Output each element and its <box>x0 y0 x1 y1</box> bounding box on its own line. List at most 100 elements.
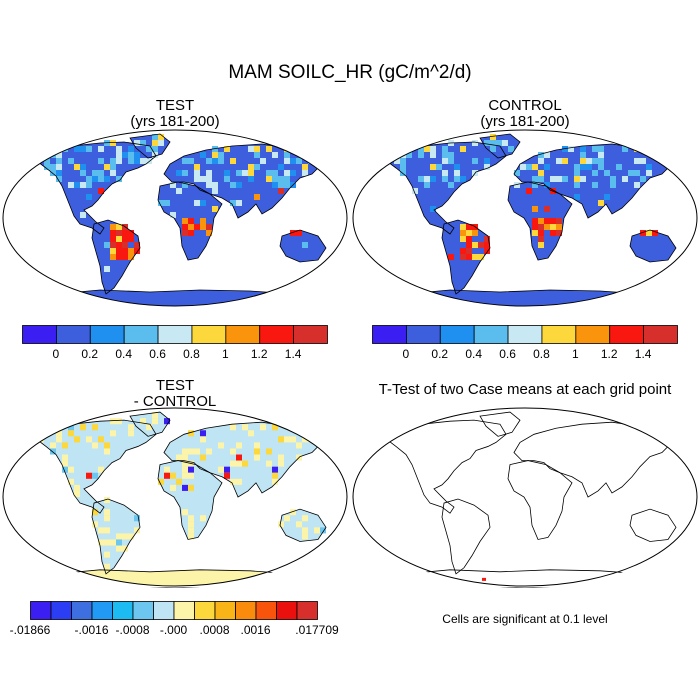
panel-title-test: TEST (yrs 181-200) <box>25 98 325 130</box>
colorbar-control <box>372 325 678 344</box>
grid-cell <box>104 563 110 570</box>
grid-cell <box>128 236 134 242</box>
grid-cell <box>236 454 242 461</box>
grid-cell <box>484 158 490 164</box>
colorbar-swatch <box>541 325 577 344</box>
grid-cell <box>454 170 460 176</box>
grid-cell <box>80 146 86 152</box>
grid-cell <box>556 230 562 236</box>
grid-cell <box>556 158 562 164</box>
grid-cell <box>92 521 98 528</box>
colorbar-swatch <box>112 601 134 620</box>
grid-cell <box>188 533 194 540</box>
grid-cell <box>80 424 86 431</box>
grid-cell <box>182 466 188 473</box>
grid-cell <box>134 515 140 522</box>
grid-cell <box>128 158 134 164</box>
grid-cell <box>104 509 110 516</box>
grid-cell <box>272 176 278 182</box>
colorbar-tick-label: 1.4 <box>284 347 302 361</box>
grid-cell <box>272 152 278 158</box>
panel-title-diff-line2: - CONTROL <box>133 393 217 410</box>
grid-cell <box>218 152 224 158</box>
grid-cell <box>460 248 466 254</box>
grid-cell <box>146 146 152 152</box>
grid-cell <box>592 170 598 176</box>
grid-cell <box>290 509 296 516</box>
grid-cell <box>194 176 200 182</box>
grid-cell <box>526 188 532 194</box>
grid-cell <box>598 152 604 158</box>
grid-cell <box>212 188 218 194</box>
grid-cell <box>230 424 236 431</box>
coastline-northAmerica <box>33 141 157 235</box>
grid-cell <box>98 539 104 546</box>
grid-cell <box>74 436 80 443</box>
colorbar-tick-label: 0 <box>52 347 60 361</box>
grid-cell <box>272 466 278 473</box>
grid-cell <box>538 224 544 230</box>
grid-cell <box>538 218 544 224</box>
grid-cell <box>394 158 400 164</box>
colorbar-swatch <box>71 601 93 620</box>
significance-note: Cells are significant at 0.1 level <box>442 612 608 626</box>
grid-cell <box>122 230 128 236</box>
grid-cell <box>86 194 92 200</box>
grid-cell <box>472 254 478 260</box>
grid-cell <box>302 164 308 170</box>
grid-cell <box>260 424 266 431</box>
colorbar-swatch <box>643 325 678 344</box>
grid-cell <box>104 266 110 272</box>
coastline-southAmerica <box>91 219 141 295</box>
colorbar-tick-label: 1.2 <box>600 347 618 361</box>
grid-cell <box>296 230 302 236</box>
grid-cell <box>230 448 236 455</box>
grid-cell <box>424 176 430 182</box>
grid-cell <box>62 466 68 473</box>
grid-cell <box>284 170 290 176</box>
grid-cell <box>514 182 520 188</box>
map-test <box>2 129 348 307</box>
grid-cell <box>544 152 550 158</box>
grid-cell <box>134 152 140 158</box>
grid-cell <box>116 248 122 254</box>
grid-cell <box>622 176 628 182</box>
significant-cell <box>482 577 486 581</box>
grid-cell <box>538 170 544 176</box>
colorbar-tick-label: 1 <box>221 347 229 361</box>
grid-cell <box>532 230 538 236</box>
grid-cell <box>32 152 38 158</box>
grid-cell <box>460 236 466 242</box>
grid-cell <box>110 170 116 176</box>
grid-cell <box>242 424 248 431</box>
panel-title-ttest-line1: T-Test of two Case means at each grid po… <box>378 381 672 398</box>
colorbar-swatch <box>372 325 407 344</box>
grid-cell <box>598 158 604 164</box>
grid-cell <box>224 146 230 152</box>
grid-cell <box>236 182 242 188</box>
grid-cell <box>188 430 194 437</box>
grid-cell <box>164 418 170 425</box>
grid-cell <box>98 188 104 194</box>
grid-cell <box>98 466 104 473</box>
map-control <box>352 129 698 307</box>
grid-cell <box>128 152 134 158</box>
grid-cell <box>200 218 206 224</box>
grid-cell <box>242 170 248 176</box>
grid-cell <box>598 146 604 152</box>
grid-cell <box>520 164 526 170</box>
grid-cell <box>532 206 538 212</box>
grid-cell <box>158 200 164 206</box>
grid-cell <box>128 146 134 152</box>
colorbar-swatch <box>575 325 611 344</box>
grid-cell <box>254 194 260 200</box>
colorbar-tick-label: 1 <box>571 347 579 361</box>
grid-cell <box>284 182 290 188</box>
grid-cell <box>442 176 448 182</box>
grid-cell <box>454 164 460 170</box>
grid-cell <box>140 418 146 425</box>
grid-cell <box>116 545 122 552</box>
grid-cell <box>152 140 158 146</box>
grid-cell <box>110 418 116 425</box>
grid-cell <box>544 218 550 224</box>
